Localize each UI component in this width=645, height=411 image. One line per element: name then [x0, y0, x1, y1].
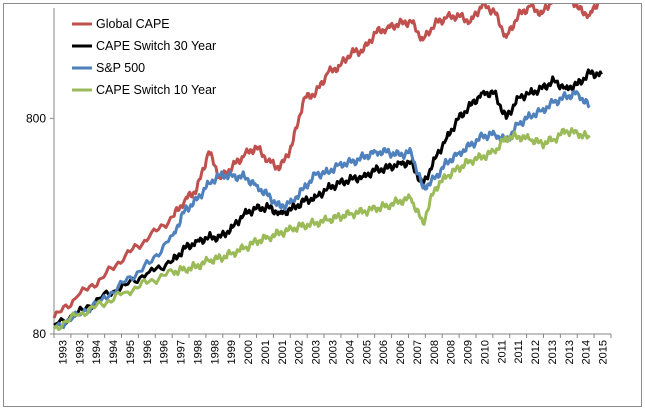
y-tick-label: 800	[26, 111, 46, 125]
x-tick-label: 2000	[243, 340, 255, 364]
x-tick-label: 2004	[344, 340, 356, 364]
x-tick-label: 2011	[496, 340, 508, 364]
x-tick-label: 1993	[74, 340, 86, 364]
x-tick-labels: 1993 1993 1994 1994 1995 1996 1996 1997 1998 1998…	[57, 340, 609, 364]
x-tick-label: 1996	[142, 340, 154, 364]
series-line-1	[53, 68, 603, 327]
x-tick-label: 2011	[513, 340, 525, 364]
x-tick-label: 2008	[429, 340, 441, 364]
x-tick-label: 2010	[479, 340, 491, 364]
series-lines	[52, 0, 603, 332]
legend-label: S&P 500	[96, 61, 145, 75]
x-tick-label: 2013	[547, 340, 559, 364]
chart-axes	[50, 8, 612, 338]
x-tick-label: 1999	[226, 340, 238, 364]
x-tick-label: 1997	[176, 340, 188, 364]
y-tick-labels: 80 800	[26, 111, 46, 341]
x-tick-label: 1994	[108, 340, 120, 364]
x-tick-label: 2005	[361, 340, 373, 364]
x-tick-label: 2008	[446, 340, 458, 364]
x-tick-label: 2009	[463, 340, 475, 364]
x-tick-label: 1998	[209, 340, 221, 364]
x-tick-label: 1996	[159, 340, 171, 364]
chart-frame: 80 800 1993 1993 1994 1994 1995 1996 1996 1997 19…	[3, 0, 642, 407]
x-tick-label: 2015	[598, 340, 610, 364]
chart-legend: Global CAPE CAPE Switch 30 Year S&P 500 CAP…	[72, 17, 216, 97]
x-tick-label: 1994	[91, 340, 103, 364]
y-tick-label: 80	[33, 327, 47, 341]
legend-label: CAPE Switch 30 Year	[96, 39, 216, 53]
legend-label: Global CAPE	[96, 17, 170, 31]
x-tick-label: 2003	[328, 340, 340, 364]
x-tick-label: 2007	[412, 340, 424, 364]
x-tick-label: 2006	[378, 340, 390, 364]
series-line-3	[52, 127, 591, 332]
x-tick-label: 2012	[530, 340, 542, 364]
legend-label: CAPE Switch 10 Year	[96, 83, 216, 97]
x-tick-label: 2006	[395, 340, 407, 364]
x-tick-label: 1995	[125, 340, 137, 364]
x-tick-label: 2002	[294, 340, 306, 364]
x-tick-label: 2003	[311, 340, 323, 364]
x-tick-label: 2001	[277, 340, 289, 364]
series-line-2	[52, 90, 591, 330]
x-tick-label: 2013	[564, 340, 576, 364]
x-tick-label: 2001	[260, 340, 272, 364]
series-line-0	[52, 0, 602, 319]
x-tick-label: 1998	[192, 340, 204, 364]
x-tick-label: 1993	[57, 340, 69, 364]
x-tick-label: 2014	[581, 340, 593, 364]
